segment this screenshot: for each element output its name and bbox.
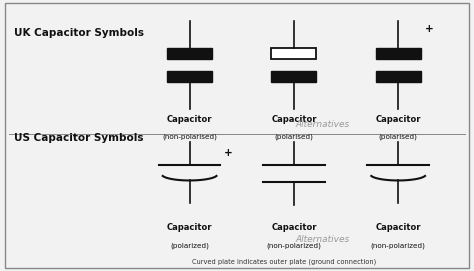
Text: (polarized): (polarized) [170, 242, 209, 249]
Text: Capacitor: Capacitor [271, 223, 317, 232]
Text: +: + [224, 148, 233, 158]
Text: Alternatives: Alternatives [295, 120, 349, 129]
Bar [271, 71, 316, 82]
Text: (polarised): (polarised) [274, 134, 313, 140]
Text: Alternatives: Alternatives [295, 235, 349, 244]
Text: (non-polarised): (non-polarised) [162, 134, 217, 140]
Bar [375, 71, 420, 82]
Bar [167, 71, 212, 82]
Bar [375, 48, 420, 59]
Text: Capacitor: Capacitor [375, 223, 421, 232]
Text: (polarised): (polarised) [379, 134, 418, 140]
Text: Curved plate indicates outer plate (ground connection): Curved plate indicates outer plate (grou… [192, 258, 376, 265]
Text: (non-polarized): (non-polarized) [371, 242, 426, 249]
Text: Capacitor: Capacitor [167, 115, 212, 124]
Text: UK Capacitor Symbols: UK Capacitor Symbols [14, 28, 144, 37]
Text: (non-polarized): (non-polarized) [266, 242, 321, 249]
Text: +: + [424, 24, 433, 34]
Text: US Capacitor Symbols: US Capacitor Symbols [14, 133, 144, 143]
Text: Capacitor: Capacitor [375, 115, 421, 124]
Text: Capacitor: Capacitor [271, 115, 317, 124]
Bar [271, 48, 316, 59]
Bar [167, 48, 212, 59]
Text: Capacitor: Capacitor [167, 223, 212, 232]
